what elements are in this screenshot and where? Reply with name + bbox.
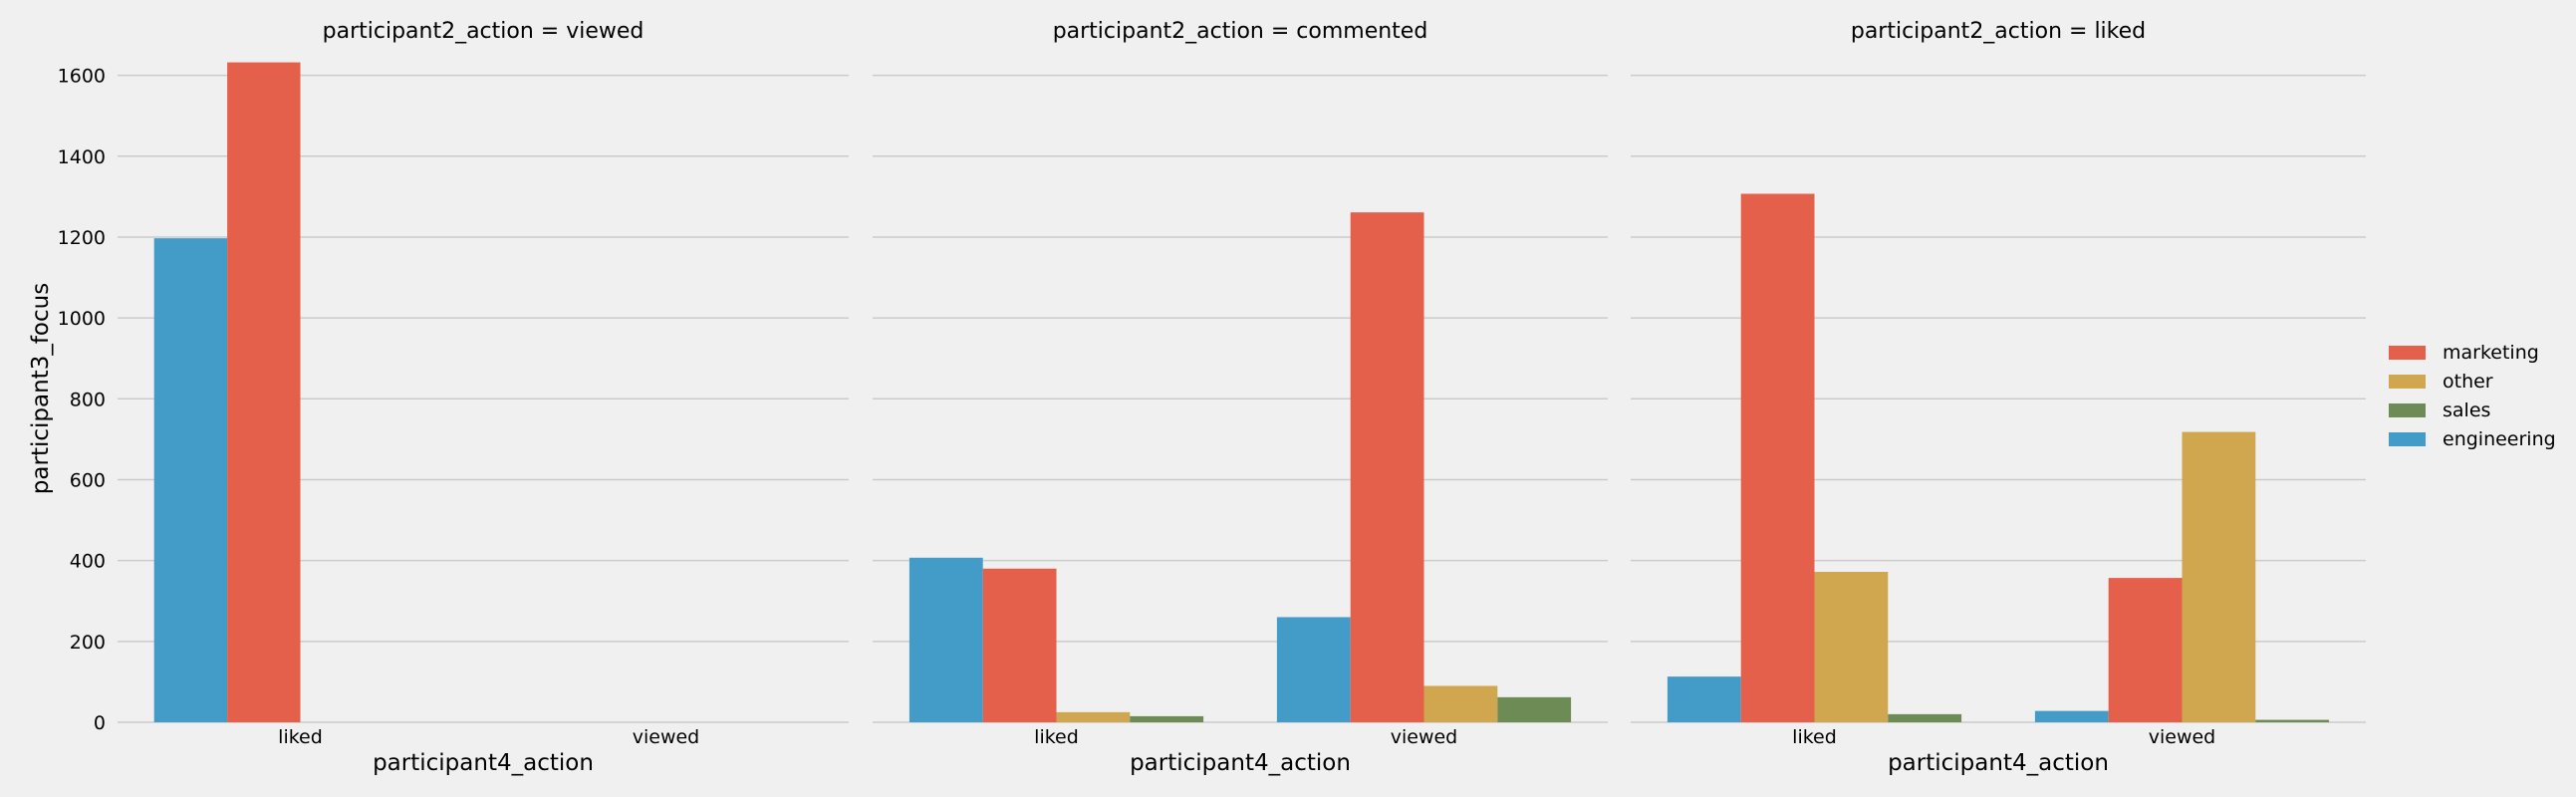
bar-other-viewed — [2182, 431, 2256, 722]
bar-engineering-liked — [153, 238, 228, 723]
x-tick-label: liked — [1792, 726, 1837, 748]
y-axis-label: participant3_focus — [28, 283, 54, 494]
legend: marketing other sales engineering — [2389, 342, 2556, 450]
bar-marketing-viewed — [1350, 212, 1424, 722]
legend-item-marketing: marketing — [2389, 342, 2539, 364]
facets: 0 200 400 600 800 1000 1200 1400 1600 participant… — [58, 19, 2366, 776]
bar-sales-viewed — [2255, 719, 2330, 722]
facet-panel-2: participant2_action = commented liked view… — [873, 19, 1608, 776]
legend-swatch — [2389, 346, 2426, 360]
legend-label: other — [2443, 371, 2493, 393]
legend-swatch — [2389, 432, 2426, 446]
x-tick-label: viewed — [2149, 726, 2216, 748]
y-tick-label: 800 — [70, 389, 106, 410]
facet-title: participant2_action = viewed — [323, 19, 644, 44]
bar-marketing-viewed — [2108, 578, 2183, 722]
legend-swatch — [2389, 403, 2426, 417]
y-tick-label: 200 — [70, 632, 106, 654]
x-tick-label: liked — [278, 726, 323, 748]
bar-other-liked — [1814, 572, 1889, 722]
x-axis-label: participant4_action — [373, 750, 594, 776]
legend-item-engineering: engineering — [2389, 428, 2556, 450]
legend-label: marketing — [2443, 342, 2539, 364]
facet-title: participant2_action = liked — [1851, 19, 2146, 44]
x-tick-label: liked — [1034, 726, 1079, 748]
bar-marketing-liked — [227, 62, 301, 723]
y-tick-label: 1600 — [58, 66, 106, 88]
bar-sales-viewed — [1497, 696, 1572, 722]
y-tick-label: 1400 — [58, 146, 106, 168]
x-tick-label: viewed — [1391, 726, 1458, 748]
bar-engineering-liked — [908, 557, 983, 722]
x-axis-label: participant4_action — [1130, 750, 1351, 776]
x-tick-label: viewed — [633, 726, 700, 748]
legend-label: engineering — [2443, 428, 2556, 450]
y-tick-label: 1000 — [58, 308, 106, 330]
facet-title: participant2_action = commented — [1053, 19, 1428, 44]
bar-engineering-liked — [1667, 676, 1741, 722]
legend-item-other: other — [2389, 371, 2493, 393]
bar-other-liked — [1056, 711, 1131, 722]
y-tick-label: 0 — [94, 712, 106, 734]
legend-swatch — [2389, 375, 2426, 389]
bar-engineering-viewed — [2034, 710, 2109, 722]
bar-engineering-viewed — [1276, 617, 1351, 722]
bar-other-viewed — [1423, 685, 1498, 722]
legend-item-sales: sales — [2389, 399, 2490, 421]
x-axis-label: participant4_action — [1888, 750, 2109, 776]
y-tick-label: 400 — [70, 551, 106, 573]
legend-label: sales — [2443, 399, 2490, 421]
bar-sales-liked — [1130, 715, 1204, 722]
facet-panel-3: participant2_action = liked liked viewed pa… — [1631, 19, 2366, 776]
y-tick-label: 600 — [70, 469, 106, 491]
bar-marketing-liked — [1740, 193, 1815, 722]
bar-marketing-liked — [982, 568, 1057, 722]
bar-sales-liked — [1888, 713, 1962, 722]
y-tick-label: 1200 — [58, 227, 106, 249]
facet-panel-1: 0 200 400 600 800 1000 1200 1400 1600 participant… — [58, 19, 849, 776]
